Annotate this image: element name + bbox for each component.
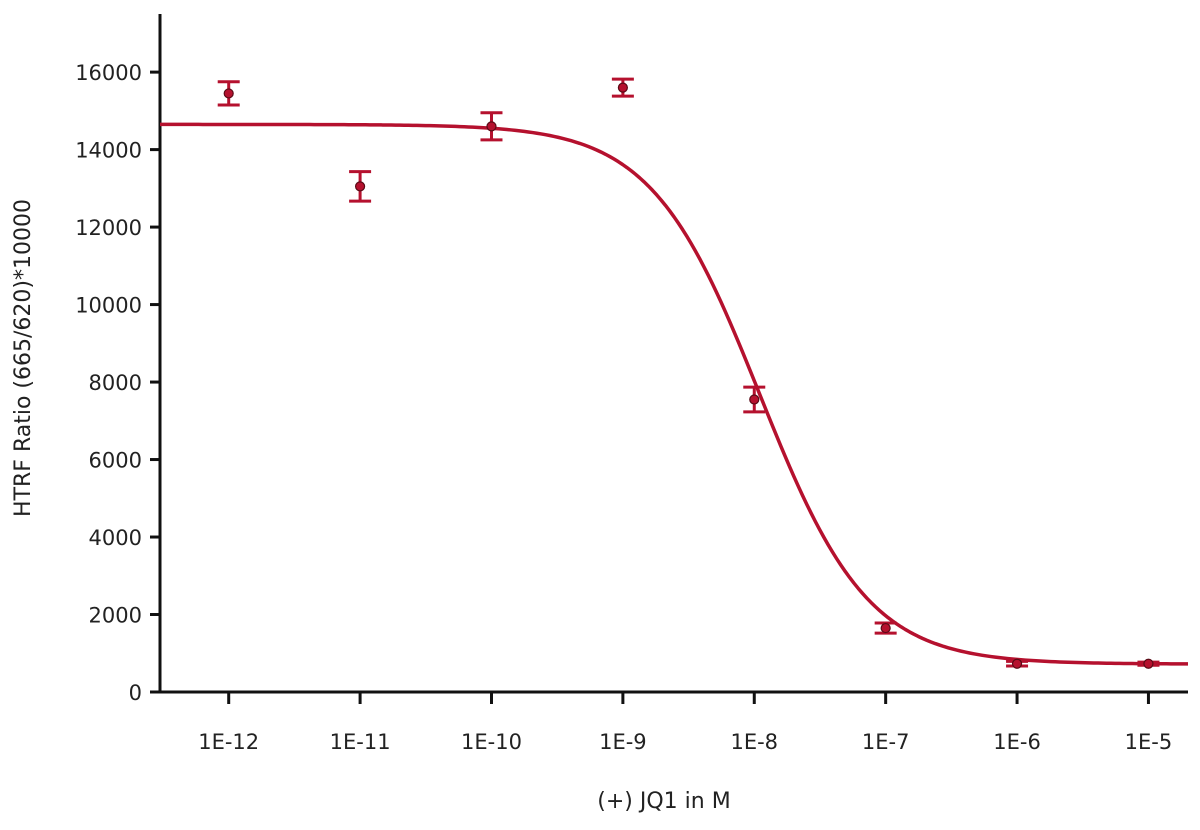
y-tick-label: 2000: [89, 604, 142, 628]
data-point-group: [349, 170, 372, 203]
x-ticks: 1E-12 1E-11 1E-10 1E-9 1E-8 1E-7 1E-6 1E-5: [198, 692, 1172, 754]
x-axis-title: (+) JQ1 in M: [597, 789, 730, 814]
data-point-group: [874, 621, 897, 635]
y-tick-label: 10000: [75, 294, 142, 318]
axes: [158, 14, 1188, 694]
x-tick-label: 1E-10: [461, 730, 522, 754]
y-tick-label: 12000: [75, 216, 142, 240]
data-point: [617, 82, 628, 93]
data-point-group: [1006, 658, 1029, 669]
x-tick-label: 1E-11: [330, 730, 391, 754]
data-point: [223, 88, 234, 99]
x-tick-label: 1E-6: [993, 730, 1041, 754]
data-point: [1143, 658, 1154, 669]
y-tick-label: 4000: [89, 526, 142, 550]
y-tick-label: 8000: [89, 371, 142, 395]
data-point-group: [1137, 658, 1160, 669]
x-tick-label: 1E-8: [730, 730, 778, 754]
data-points: [217, 77, 1160, 669]
data-point: [354, 181, 366, 192]
y-ticks: 0 2000 4000 6000 8000 10000 12000 14000 16000: [75, 61, 160, 705]
y-tick-label: 6000: [89, 449, 142, 473]
x-tick-label: 1E-12: [198, 730, 259, 754]
data-point: [749, 394, 760, 405]
data-point: [880, 622, 891, 634]
x-tick-label: 1E-7: [862, 730, 910, 754]
x-tick-label: 1E-9: [599, 730, 647, 754]
data-point-group: [217, 80, 240, 107]
x-tick-label: 1E-5: [1125, 730, 1173, 754]
y-tick-label: 14000: [75, 139, 142, 163]
y-axis-title: HTRF Ratio (665/620)*10000: [11, 199, 36, 517]
y-tick-label: 16000: [75, 61, 142, 85]
y-tick-label: 0: [129, 681, 142, 705]
data-point-group: [743, 385, 766, 414]
data-point-group: [611, 77, 634, 98]
data-point: [1011, 658, 1023, 669]
fit-curve: [160, 122, 1189, 666]
data-point: [486, 121, 497, 132]
data-point-group: [480, 111, 503, 142]
